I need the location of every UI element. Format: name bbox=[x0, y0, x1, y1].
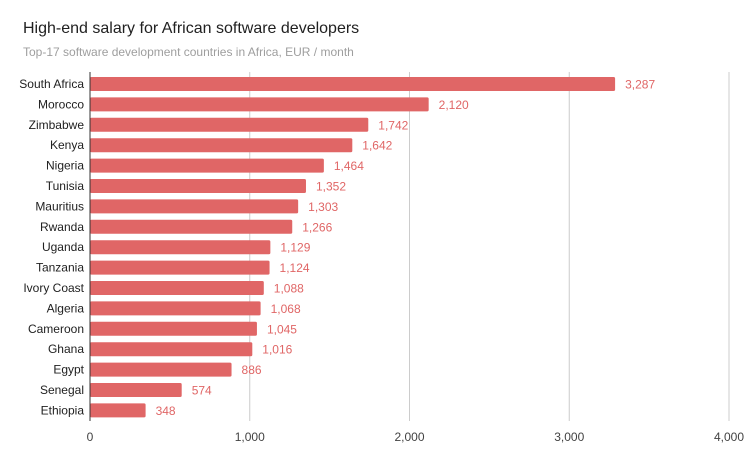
bar bbox=[90, 97, 429, 112]
x-tick-label: 2,000 bbox=[394, 430, 424, 444]
value-label: 1,352 bbox=[316, 180, 346, 194]
chart-title: High-end salary for African software dev… bbox=[23, 20, 360, 37]
category-label: Morocco bbox=[38, 97, 84, 111]
x-tick-label: 4,000 bbox=[714, 430, 744, 444]
category-label: Senegal bbox=[40, 383, 84, 397]
value-label: 1,642 bbox=[362, 139, 392, 153]
category-label: South Africa bbox=[19, 77, 84, 91]
category-label: Ethiopia bbox=[41, 403, 85, 417]
category-label: Rwanda bbox=[40, 220, 84, 234]
value-label: 3,287 bbox=[625, 78, 655, 92]
value-label: 1,088 bbox=[274, 282, 304, 296]
value-label: 1,045 bbox=[267, 322, 297, 336]
category-label: Tunisia bbox=[46, 179, 85, 193]
bar bbox=[90, 403, 146, 418]
bar bbox=[90, 281, 264, 295]
bar bbox=[90, 301, 261, 316]
bar bbox=[90, 199, 299, 214]
category-label: Ivory Coast bbox=[23, 281, 84, 295]
category-label: Algeria bbox=[47, 301, 85, 315]
bar bbox=[90, 342, 253, 357]
category-label: Tanzania bbox=[36, 261, 84, 275]
value-label: 348 bbox=[156, 404, 176, 418]
bar bbox=[90, 260, 270, 275]
x-tick-label: 0 bbox=[87, 430, 94, 444]
category-label: Zimbabwe bbox=[29, 118, 85, 132]
category-label: Kenya bbox=[50, 138, 84, 152]
bar bbox=[90, 179, 306, 193]
value-label: 1,124 bbox=[280, 261, 310, 275]
bar bbox=[90, 240, 271, 255]
value-label: 2,120 bbox=[439, 98, 469, 112]
bar bbox=[90, 383, 182, 397]
category-label: Uganda bbox=[42, 240, 84, 254]
chart-subtitle: Top-17 software development countries in… bbox=[23, 45, 354, 59]
value-label: 886 bbox=[242, 363, 262, 377]
value-label: 1,266 bbox=[302, 220, 332, 234]
category-label: Mauritius bbox=[35, 199, 84, 213]
bar bbox=[90, 117, 369, 132]
bar bbox=[90, 158, 324, 173]
value-label: 1,016 bbox=[262, 343, 292, 357]
category-label: Egypt bbox=[53, 363, 84, 377]
bar bbox=[90, 321, 257, 336]
category-label: Ghana bbox=[48, 342, 84, 356]
value-label: 574 bbox=[192, 384, 212, 398]
value-label: 1,068 bbox=[271, 302, 301, 316]
value-label: 1,129 bbox=[280, 241, 310, 255]
category-label: Cameroon bbox=[28, 322, 84, 336]
x-tick-label: 3,000 bbox=[554, 430, 584, 444]
bar bbox=[90, 77, 616, 91]
value-label: 1,303 bbox=[308, 200, 338, 214]
bar bbox=[90, 219, 293, 234]
value-label: 1,464 bbox=[334, 159, 364, 173]
x-tick-label: 1,000 bbox=[235, 430, 265, 444]
bar bbox=[90, 138, 353, 153]
bar bbox=[90, 362, 232, 377]
value-label: 1,742 bbox=[378, 118, 408, 132]
category-label: Nigeria bbox=[46, 159, 84, 173]
